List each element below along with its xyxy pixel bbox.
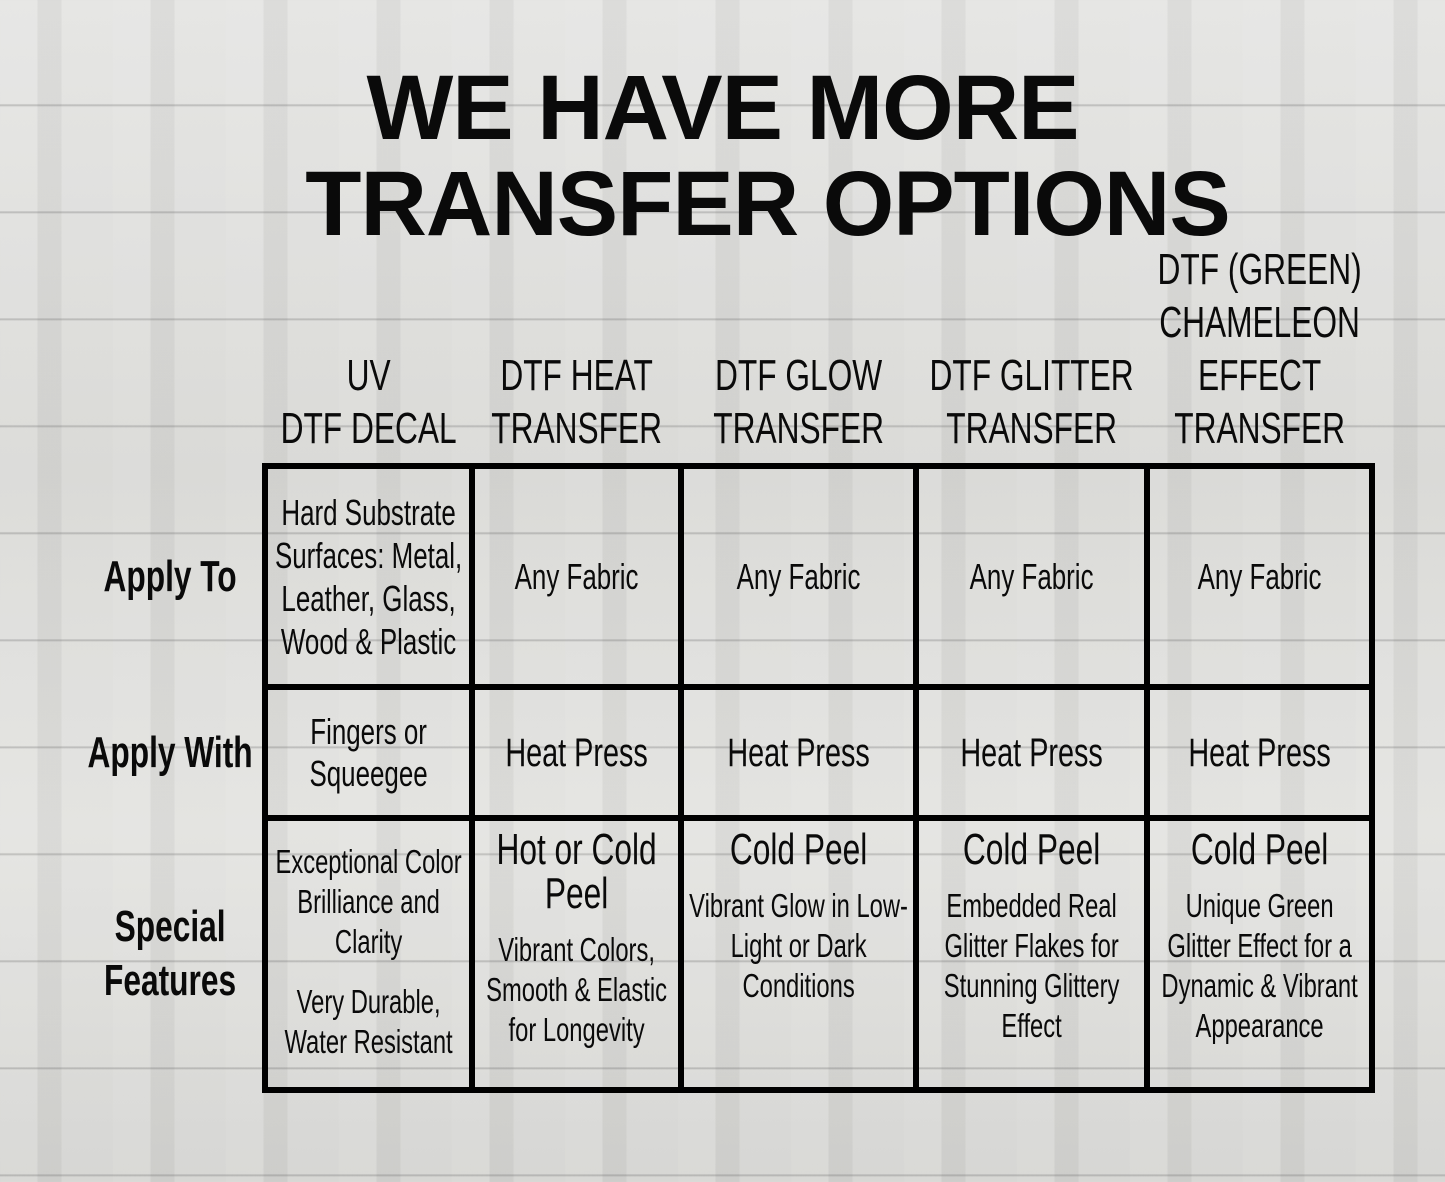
apply-with-text: Heat Press [960,730,1103,775]
apply-with-text: Heat Press [1188,730,1331,775]
column-header: DTF (GREEN) CHAMELEON EFFECT TRANSFER [1137,243,1382,455]
column-header-line: CHAMELEON [1159,298,1360,347]
apply-to-text: Any Fabric [514,555,639,597]
column-header-line: DTF (GREEN) [1157,245,1362,294]
peel-type: Hot or Cold Peel [496,825,657,918]
row-label: Apply To [70,466,270,687]
special-features-text: Cold Peel Unique Green Glitter Effect for… [1151,828,1368,1046]
column-header-line: DTF DECAL [280,404,457,453]
table-cell: Hard Substrate Surfaces: Metal, Leather,… [269,470,468,683]
table-cell: Heat Press [920,691,1143,814]
feature-description: Embedded Real Glitter Flakes for Stunnin… [943,887,1120,1044]
row-label-text: Apply To [70,550,270,604]
special-features-text: Hot or Cold Peel Vibrant Colors, Smooth &… [476,828,677,1050]
apply-to-text: Any Fabric [969,555,1094,597]
column-header-text: DTF GLITTER TRANSFER [906,349,1157,455]
table-vertical-line [262,463,268,1093]
row-label-line: Features [104,956,237,1005]
apply-to-text: Any Fabric [1197,555,1322,597]
feature-description: Vibrant Colors, Smooth & Elastic for Lon… [486,931,668,1048]
column-header-text: DTF (GREEN) CHAMELEON EFFECT TRANSFER [1137,243,1382,455]
table-horizontal-line [262,815,1375,821]
table-cell: Cold Peel Vibrant Glow in Low-Light or Da… [685,822,912,1092]
table-cell: Heat Press [1151,691,1368,814]
column-header-line: DTF GLITTER [929,351,1134,400]
column-header-text: DTF HEAT TRANSFER [462,349,691,455]
special-features-text: Exceptional Color Brilliance and Clarity… [269,828,468,1062]
title-line-1: WE HAVE MORE [366,57,1079,159]
peel-type: Cold Peel [1190,825,1329,874]
apply-to-text: Any Fabric [736,555,861,597]
row-label-line: Apply To [103,551,237,601]
feature-description: Unique Green Glitter Effect for a Dynami… [1161,887,1358,1044]
feature-description-2: Very Durable, Water Resistant [284,983,453,1060]
apply-with-text: Heat Press [727,730,870,775]
table-cell: Any Fabric [685,470,912,683]
table-cell: Hot or Cold Peel Vibrant Colors, Smooth &… [476,822,677,1092]
column-header-line: TRANSFER [713,404,884,453]
title-line-2: TRANSFER OPTIONS [305,153,1230,255]
table-horizontal-line [262,684,1375,690]
column-header-line: TRANSFER [1174,404,1345,453]
table-cell: Heat Press [685,691,912,814]
table-cell: Exceptional Color Brilliance and Clarity… [269,822,468,1092]
row-label-text: Apply With [70,726,270,780]
column-header-text: UV DTF DECAL [255,349,482,455]
table-vertical-line [1144,463,1150,1093]
table-cell: Heat Press [476,691,677,814]
special-features-text: Cold Peel Embedded Real Glitter Flakes fo… [920,828,1143,1046]
table-cell: Any Fabric [920,470,1143,683]
column-header-text: DTF GLOW TRANSFER [671,349,926,455]
column-header-line: DTF GLOW [714,351,883,400]
table-vertical-line [678,463,684,1093]
peel-type: Cold Peel [962,825,1101,874]
table-horizontal-line [262,463,1375,469]
row-label-line: Apply With [87,727,253,777]
column-header-line: UV [346,351,391,400]
column-header: DTF HEAT TRANSFER [462,349,691,455]
apply-with-text: Heat Press [505,730,648,775]
table-cell: Fingers or Squeegee [269,691,468,814]
table-vertical-line [1369,463,1375,1093]
column-header: DTF GLOW TRANSFER [671,349,926,455]
table-vertical-line [469,463,475,1093]
table-cell: Cold Peel Embedded Real Glitter Flakes fo… [920,822,1143,1092]
row-label: Special Features [70,818,270,1090]
table-horizontal-line [262,1087,1375,1093]
column-header-line: TRANSFER [946,404,1117,453]
special-features-text: Cold Peel Vibrant Glow in Low-Light or Da… [685,828,912,1006]
feature-description: Vibrant Glow in Low-Light or Dark Condit… [689,887,908,1004]
apply-to-text: Hard Substrate Surfaces: Metal, Leather,… [274,491,463,662]
row-label-text: Special Features [70,900,270,1008]
table-vertical-line [913,463,919,1093]
column-header-line: EFFECT [1197,351,1322,400]
table-cell: Any Fabric [1151,470,1368,683]
row-label-line: Special [114,902,226,951]
apply-with-text: Fingers or Squeegee [309,710,428,794]
row-label: Apply With [70,687,270,818]
column-header-line: TRANSFER [491,404,662,453]
column-header: DTF GLITTER TRANSFER [906,349,1157,455]
table-cell: Cold Peel Unique Green Glitter Effect for… [1151,822,1368,1092]
table-cell: Any Fabric [476,470,677,683]
column-header: UV DTF DECAL [255,349,482,455]
column-header-line: DTF HEAT [500,351,653,400]
peel-type: Cold Peel [729,825,868,874]
feature-description: Exceptional Color Brilliance and Clarity [275,843,462,960]
